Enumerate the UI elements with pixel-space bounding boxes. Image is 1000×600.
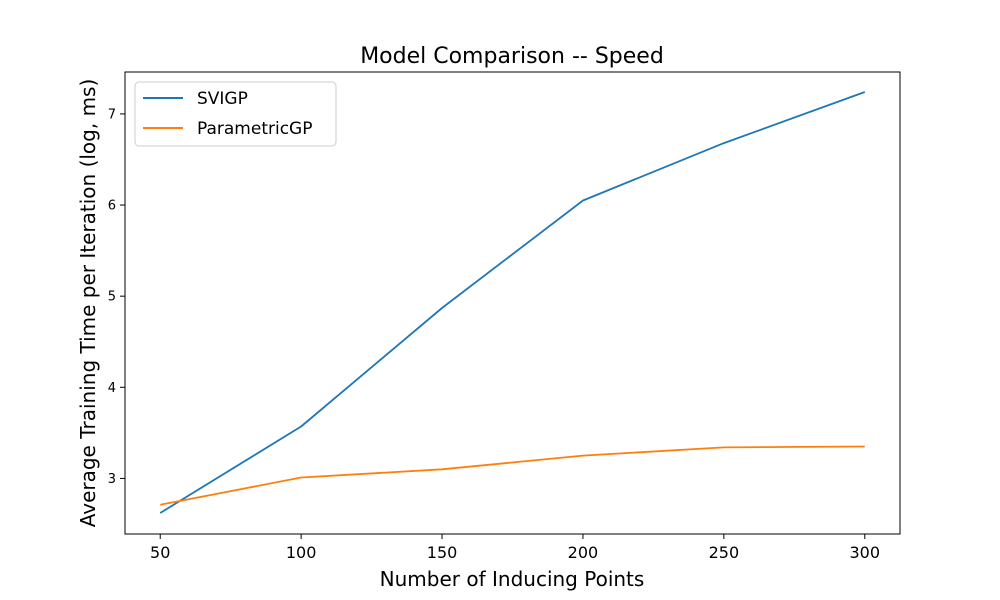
x-tick-label: 300 xyxy=(849,543,880,562)
x-axis-label: Number of Inducing Points xyxy=(380,567,645,591)
x-tick-label: 250 xyxy=(709,543,740,562)
series-layer xyxy=(159,91,866,514)
x-tick-label: 100 xyxy=(286,543,317,562)
plot-frame xyxy=(124,71,901,535)
legend-label: ParametricGP xyxy=(197,119,312,139)
y-axis-ticks: 3 4 5 6 7 xyxy=(108,107,125,487)
y-tick-label: 4 xyxy=(108,381,116,396)
series-line-1 xyxy=(160,445,865,506)
x-tick-label: 50 xyxy=(150,543,170,562)
y-tick-label: 6 xyxy=(108,199,116,214)
legend-box xyxy=(134,81,337,147)
x-tick-label: 150 xyxy=(427,543,458,562)
x-axis-ticks: 50 100 150 200 250 300 xyxy=(150,534,880,562)
x-tick-label: 200 xyxy=(568,543,599,562)
legend: SVIGP ParametricGP xyxy=(134,81,337,147)
y-tick-label: 5 xyxy=(108,290,116,305)
legend-label: SVIGP xyxy=(197,89,248,109)
plot-area xyxy=(124,71,901,535)
series-line-0 xyxy=(159,91,866,514)
plot-background xyxy=(125,72,900,534)
y-axis-label: Average Training Time per Iteration (log… xyxy=(76,79,100,528)
y-tick-label: 3 xyxy=(108,472,116,487)
chart-title: Model Comparison -- Speed xyxy=(360,44,664,69)
y-tick-label: 7 xyxy=(108,107,116,122)
legend-entries: SVIGP ParametricGP xyxy=(143,89,312,139)
